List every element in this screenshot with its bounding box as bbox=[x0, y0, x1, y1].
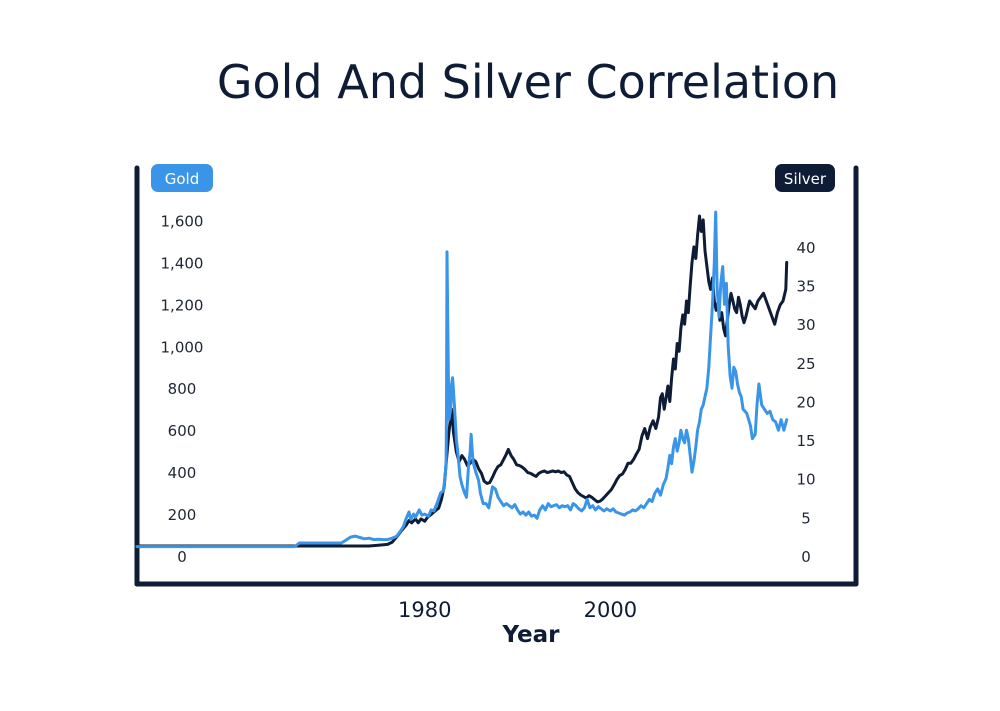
gold-axis-label: Gold bbox=[165, 170, 200, 188]
x-tick-label: 2000 bbox=[584, 598, 637, 622]
silver-tick-label: 40 bbox=[796, 239, 815, 257]
gold-tick-label: 1,400 bbox=[161, 254, 204, 272]
silver-axis-label: Silver bbox=[784, 170, 827, 188]
gold-tick-label: 800 bbox=[168, 380, 197, 398]
silver-axis-badge: Silver bbox=[775, 164, 835, 192]
gold-axis-ticks: 0 200 400 600 800 1,000 1,200 1,400 1,600 bbox=[161, 212, 204, 566]
series-layer bbox=[135, 210, 789, 549]
gold-series-line bbox=[135, 210, 789, 549]
silver-axis-ticks: 0 5 10 15 20 25 30 35 40 bbox=[796, 239, 815, 566]
x-axis-label: Year bbox=[501, 622, 560, 648]
chart-title: Gold And Silver Correlation bbox=[217, 55, 839, 109]
gold-tick-label: 1,000 bbox=[161, 338, 204, 356]
silver-tick-label: 35 bbox=[796, 278, 815, 296]
silver-tick-label: 30 bbox=[796, 316, 815, 334]
silver-tick-label: 10 bbox=[796, 471, 815, 489]
gold-tick-label: 200 bbox=[168, 506, 197, 524]
silver-axis-badge-bg bbox=[775, 164, 835, 192]
silver-tick-label: 5 bbox=[801, 509, 811, 527]
silver-tick-label: 0 bbox=[801, 548, 811, 566]
gold-axis-badge-bg bbox=[151, 164, 213, 192]
silver-series-line bbox=[135, 214, 789, 548]
gold-axis-badge: Gold bbox=[151, 164, 213, 192]
gold-tick-label: 1,600 bbox=[161, 212, 204, 230]
gold-tick-label: 400 bbox=[168, 464, 197, 482]
gold-tick-label: 1,200 bbox=[161, 296, 204, 314]
gold-tick-label: 0 bbox=[177, 548, 187, 566]
gold-tick-label: 600 bbox=[168, 422, 197, 440]
silver-tick-label: 15 bbox=[796, 432, 815, 450]
silver-tick-label: 20 bbox=[796, 393, 815, 411]
silver-tick-label: 25 bbox=[796, 355, 815, 373]
axes-frame bbox=[134, 165, 859, 587]
x-axis-ticks: 1980 2000 bbox=[398, 598, 637, 622]
x-tick-label: 1980 bbox=[398, 598, 451, 622]
